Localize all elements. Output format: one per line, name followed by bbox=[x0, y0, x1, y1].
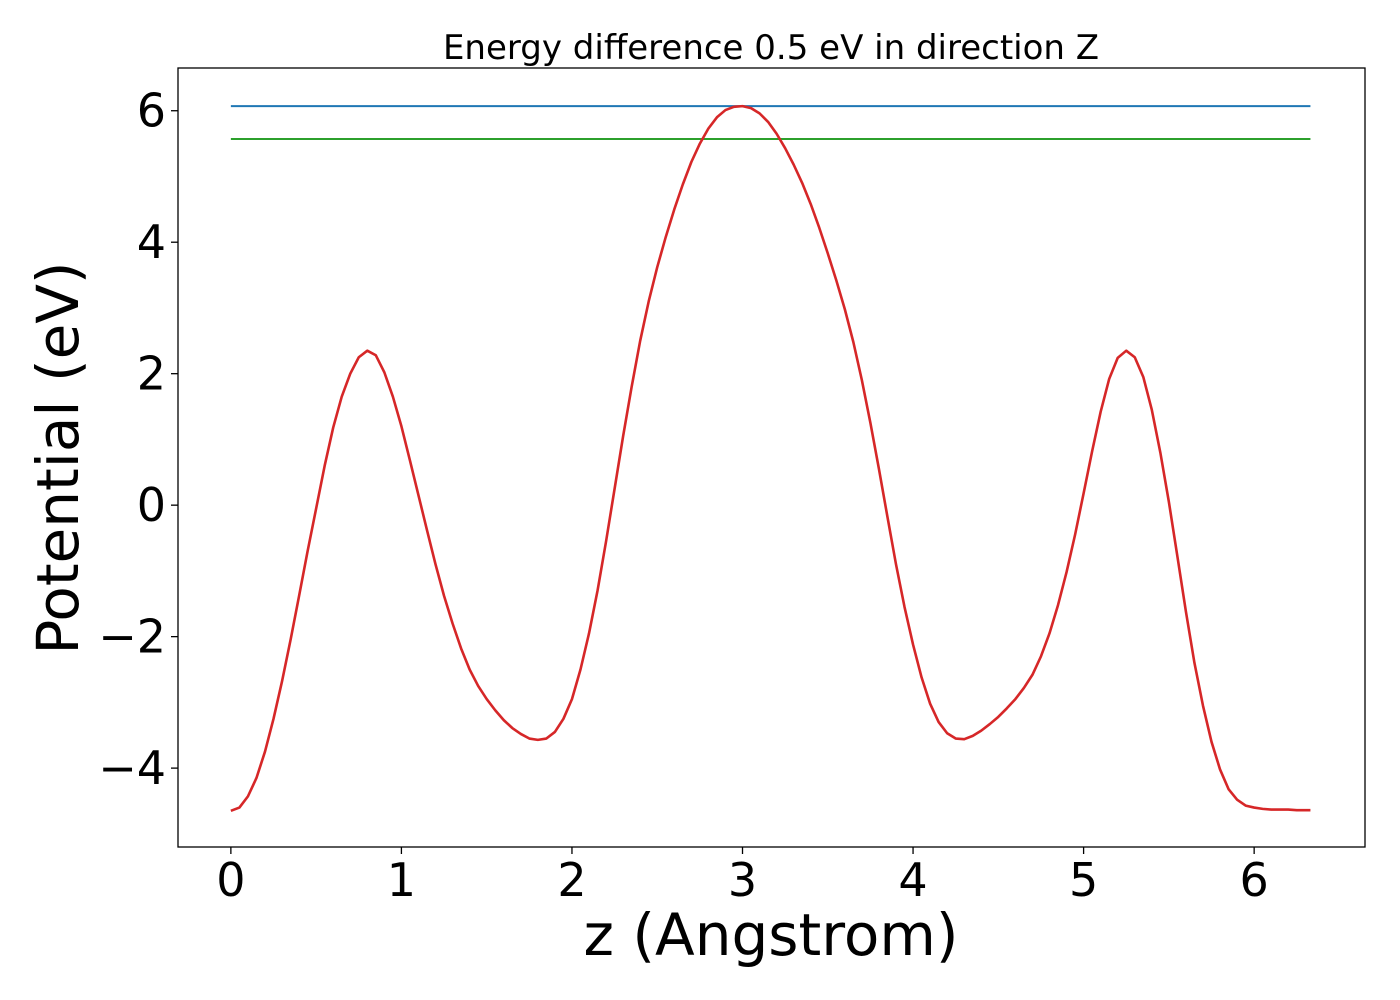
y-tick-label: 0 bbox=[137, 478, 166, 532]
x-tick-label: 1 bbox=[387, 853, 416, 907]
x-tick-label: 5 bbox=[1069, 853, 1098, 907]
y-tick-label: 2 bbox=[137, 347, 166, 401]
x-tick-label: 4 bbox=[898, 853, 927, 907]
x-tick-label: 3 bbox=[728, 853, 757, 907]
x-tick-label: 2 bbox=[557, 853, 586, 907]
y-tick-label: −4 bbox=[98, 741, 166, 795]
series-line-3 bbox=[230, 104, 1311, 813]
y-tick-label: 4 bbox=[137, 215, 166, 269]
plot-frame bbox=[177, 67, 1366, 848]
y-axis-label: Potential (eV) bbox=[24, 261, 92, 654]
y-tick-label: 6 bbox=[137, 84, 166, 138]
series-lines bbox=[230, 104, 1311, 813]
x-tick-label: 0 bbox=[216, 853, 245, 907]
x-axis-ticks: 0 1 2 3 4 5 6 bbox=[216, 847, 1269, 907]
x-axis-label: z (Angstrom) bbox=[584, 901, 959, 969]
y-axis-ticks: −4 −2 0 2 4 6 bbox=[98, 84, 178, 795]
y-tick-label: −2 bbox=[98, 610, 166, 664]
chart-title: Energy difference 0.5 eV in direction Z bbox=[443, 28, 1099, 68]
x-tick-label: 6 bbox=[1240, 853, 1269, 907]
